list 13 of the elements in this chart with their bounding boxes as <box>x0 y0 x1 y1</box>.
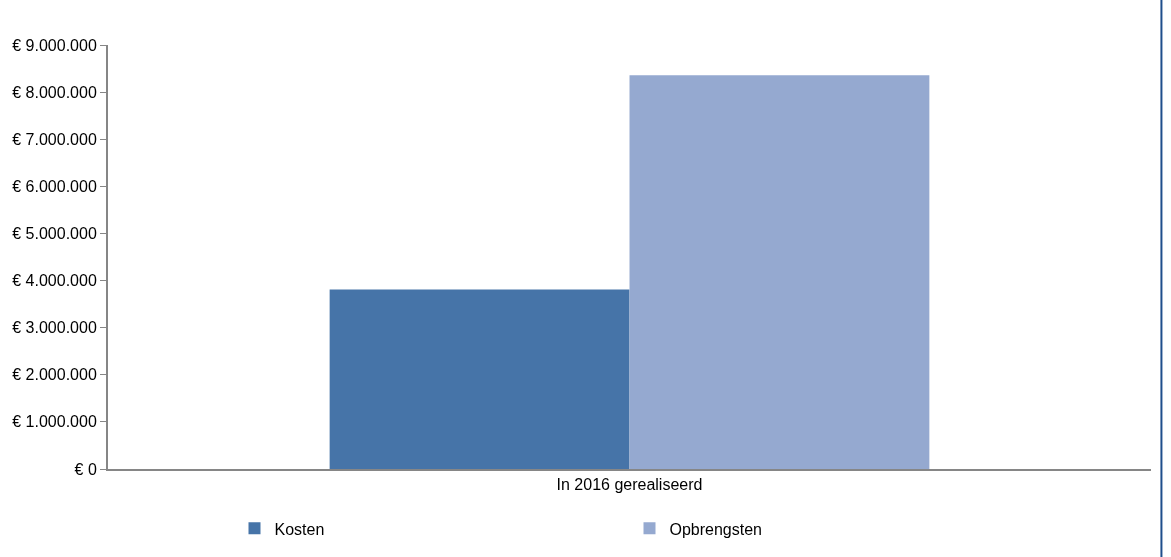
y-tick-label: € 9.000.000 <box>12 36 97 54</box>
y-tick-label: € 4.000.000 <box>12 272 97 290</box>
y-tick-label: € 8.000.000 <box>12 83 97 101</box>
y-tick-label: € 6.000.000 <box>12 177 97 195</box>
y-tick-label: € 0 <box>74 460 97 478</box>
legend-label: Opbrengsten <box>669 520 763 538</box>
x-tick-label: In 2016 gerealiseerd <box>556 476 703 494</box>
y-tick-label: € 2.000.000 <box>12 366 97 384</box>
y-tick-label: € 1.000.000 <box>12 413 97 431</box>
y-tick-label: € 5.000.000 <box>12 225 97 243</box>
y-tick-label: € 3.000.000 <box>12 319 97 337</box>
legend-label: Kosten <box>274 520 325 538</box>
y-tick-label: € 7.000.000 <box>12 130 97 148</box>
